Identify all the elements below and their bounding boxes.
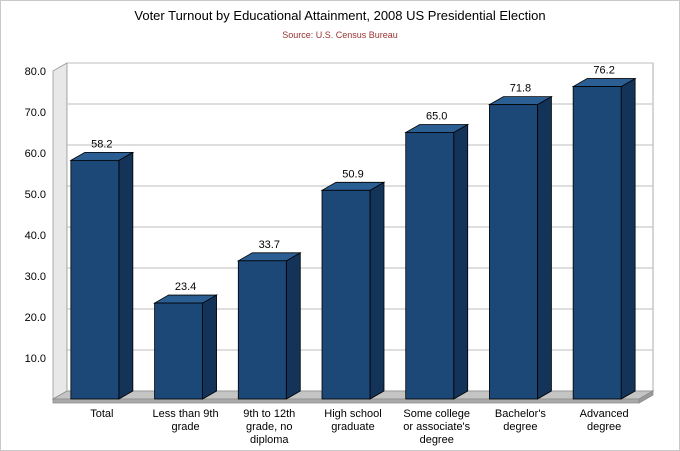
chart-subtitle: Source: U.S. Census Bureau [282,30,398,40]
bar-value-label: 65.0 [426,111,447,123]
bar-front-face [489,104,538,400]
bar-front-face [321,189,371,400]
y-axis-tick-label: 50.0 [25,189,46,201]
bar-value-label: 76.2 [593,65,614,77]
bar-front-face [237,260,287,400]
bar-value-label: 50.9 [342,168,363,180]
x-axis-category-label: 9th to 12th grade, no diploma [243,408,295,446]
x-axis-category-label: Less than 9th grade [153,408,219,433]
bar-group: 33.7 [236,239,302,400]
bar-front-face [154,302,203,400]
bar-value-label: 58.2 [91,138,112,150]
chart-title: Voter Turnout by Educational Attainment,… [134,8,546,23]
bar-side-face [369,181,385,400]
bar-group: 76.2 [571,65,637,400]
bar-side-face [620,77,636,400]
bar-side-face [453,123,469,400]
y-axis-tick-label: 80.0 [25,66,46,78]
x-axis-category-label: Bachelor's degree [495,408,547,433]
x-axis-category-label: High school graduate [324,408,381,433]
bar-group: 50.9 [320,168,386,400]
x-axis-category-label: Advanced degree [580,408,629,433]
x-axis-category-label: Some college or associate's degree [403,408,470,446]
bar-side-face [537,95,552,400]
y-axis-tick-label: 40.0 [25,230,46,242]
bar-side-face [202,294,217,400]
bar-front-face [70,159,120,400]
y-axis-tick-label: 30.0 [25,271,46,283]
y-axis-tick-label: 20.0 [25,312,46,324]
floor-front-edge [52,398,640,404]
bar-group: 71.8 [487,83,553,400]
x-axis-category-label: Total [90,408,113,420]
bar-side-face [118,151,134,400]
bar-value-label: 33.7 [259,239,280,251]
bar-group: 23.4 [153,281,219,400]
bar-front-face [405,132,455,400]
bar-value-label: 23.4 [175,281,196,293]
floor-right-edge [638,390,654,404]
bar-front-face [572,86,622,400]
bar-side-face [285,252,301,400]
bar-group: 58.2 [69,138,135,400]
bar-value-label: 71.8 [510,83,531,95]
left-wall [52,62,68,400]
y-axis-tick-label: 60.0 [25,148,46,160]
y-axis-tick-label: 70.0 [25,107,46,119]
y-axis-tick-label: 10.0 [25,353,46,365]
bar-group: 65.0 [404,111,470,400]
